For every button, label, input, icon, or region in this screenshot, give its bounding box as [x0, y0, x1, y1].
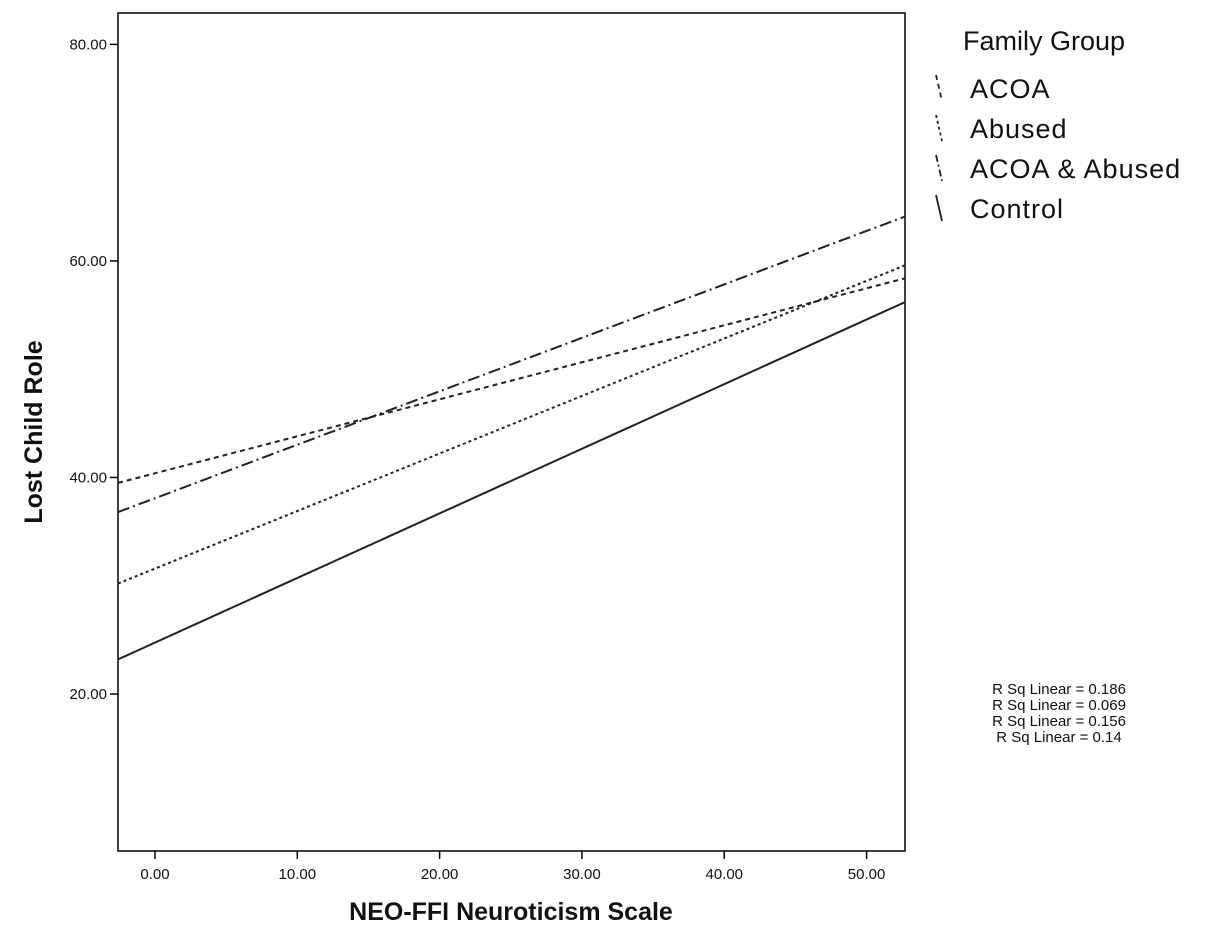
y-axis-title: Lost Child Role — [20, 340, 48, 523]
r-squared-label: R Sq Linear = 0.186 — [992, 681, 1126, 698]
legend-label: ACOA — [970, 74, 1051, 104]
r-squared-label: R Sq Linear = 0.069 — [992, 697, 1126, 714]
x-tick-label: 30.00 — [563, 866, 601, 883]
legend-swatch — [935, 74, 943, 102]
y-tick-label: 80.00 — [69, 36, 107, 53]
legend-swatch — [935, 114, 943, 142]
series-lines — [117, 215, 906, 661]
x-tick-label: 40.00 — [705, 866, 743, 883]
x-tick-label: 50.00 — [848, 866, 886, 883]
legend-label: ACOA & Abused — [970, 154, 1181, 184]
plot-frame — [117, 12, 906, 852]
x-tick-label: 10.00 — [279, 866, 317, 883]
y-tick-label: 40.00 — [69, 469, 107, 486]
legend-swatch — [935, 194, 943, 222]
legend-swatch — [935, 154, 943, 182]
r-squared-label: R Sq Linear = 0.156 — [992, 713, 1126, 730]
legend-label: Control — [970, 194, 1064, 224]
x-axis-ticks: 0.00 10.00 20.00 30.00 40.00 50.00 — [140, 851, 885, 883]
r-squared-label: R Sq Linear = 0.14 — [996, 729, 1122, 746]
series-line-acoa — [117, 277, 906, 484]
y-tick-label: 20.00 — [69, 686, 107, 703]
series-line-control — [117, 301, 906, 661]
y-tick-label: 60.00 — [69, 253, 107, 270]
legend-label: Abused — [970, 114, 1068, 144]
y-axis-ticks: 20.00 40.00 60.00 80.00 — [69, 36, 118, 703]
x-axis-title: NEO-FFI Neuroticism Scale — [349, 898, 673, 926]
legend: ACOA Abused ACOA & Abused Control — [935, 74, 1181, 224]
x-tick-label: 0.00 — [140, 866, 169, 883]
x-tick-label: 20.00 — [421, 866, 459, 883]
legend-title: Family Group — [963, 26, 1125, 56]
series-line-acoa-abused — [117, 215, 906, 514]
series-line-abused — [117, 264, 906, 585]
